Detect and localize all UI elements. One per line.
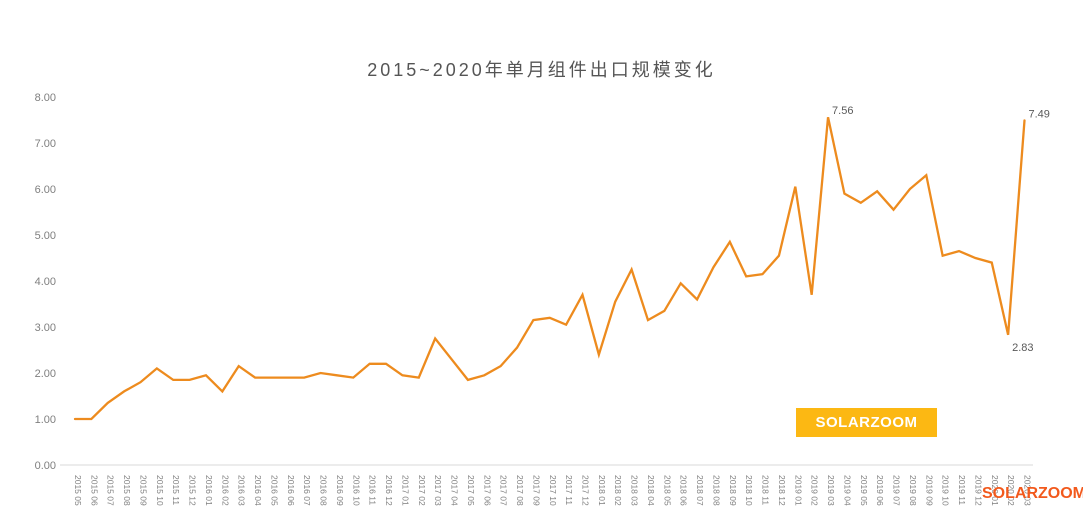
- svg-text:2018 02: 2018 02: [613, 475, 623, 506]
- svg-text:2016 11: 2016 11: [368, 475, 378, 505]
- svg-text:2017 11: 2017 11: [564, 475, 574, 505]
- svg-text:2015 11: 2015 11: [171, 475, 181, 505]
- svg-text:2018 04: 2018 04: [646, 475, 656, 506]
- svg-text:2018 10: 2018 10: [744, 475, 754, 506]
- svg-text:2015 10: 2015 10: [155, 475, 165, 506]
- svg-text:2017 10: 2017 10: [548, 475, 558, 506]
- svg-text:2019 10: 2019 10: [941, 475, 951, 506]
- svg-text:2017 02: 2017 02: [417, 475, 427, 506]
- svg-text:2015 08: 2015 08: [122, 475, 132, 506]
- svg-text:5.00: 5.00: [35, 230, 56, 242]
- svg-text:2018 11: 2018 11: [761, 475, 771, 505]
- svg-text:2019 07: 2019 07: [892, 475, 902, 506]
- svg-text:2017 03: 2017 03: [433, 475, 443, 506]
- svg-text:2016 08: 2016 08: [319, 475, 329, 506]
- svg-text:0.00: 0.00: [35, 460, 56, 472]
- svg-text:2019 01: 2019 01: [793, 475, 803, 506]
- svg-text:2.00: 2.00: [35, 368, 56, 380]
- svg-text:2016 07: 2016 07: [302, 475, 312, 506]
- svg-text:2017 08: 2017 08: [515, 475, 525, 506]
- svg-text:2016 06: 2016 06: [286, 475, 296, 506]
- svg-text:2019 11: 2019 11: [957, 475, 967, 505]
- svg-text:2017 04: 2017 04: [450, 475, 460, 506]
- svg-text:2015 09: 2015 09: [138, 475, 148, 506]
- svg-text:2016 02: 2016 02: [220, 475, 230, 506]
- svg-text:2016 05: 2016 05: [269, 475, 279, 506]
- svg-text:7.56: 7.56: [832, 105, 853, 117]
- svg-text:6.00: 6.00: [35, 184, 56, 196]
- svg-text:2018 08: 2018 08: [711, 475, 721, 506]
- svg-text:2017 05: 2017 05: [466, 475, 476, 506]
- svg-text:2016 03: 2016 03: [237, 475, 247, 506]
- svg-text:2019 06: 2019 06: [875, 475, 885, 506]
- svg-text:2019 05: 2019 05: [859, 475, 869, 506]
- svg-text:2018 06: 2018 06: [679, 475, 689, 506]
- svg-text:2015 06: 2015 06: [89, 475, 99, 506]
- svg-text:2017 07: 2017 07: [499, 475, 509, 506]
- svg-text:4.00: 4.00: [35, 276, 56, 288]
- svg-text:2015 07: 2015 07: [106, 475, 116, 506]
- svg-text:2016 04: 2016 04: [253, 475, 263, 506]
- svg-text:2017 01: 2017 01: [400, 475, 410, 506]
- svg-text:2016 12: 2016 12: [384, 475, 394, 506]
- svg-text:2015 05: 2015 05: [73, 475, 83, 506]
- svg-text:2017 09: 2017 09: [531, 475, 541, 506]
- svg-text:2019 09: 2019 09: [924, 475, 934, 506]
- svg-text:2019 04: 2019 04: [842, 475, 852, 506]
- svg-text:3.00: 3.00: [35, 322, 56, 334]
- svg-text:7.00: 7.00: [35, 138, 56, 150]
- svg-text:2017 12: 2017 12: [580, 475, 590, 506]
- svg-text:2018 03: 2018 03: [630, 475, 640, 506]
- svg-text:7.49: 7.49: [1029, 108, 1050, 120]
- svg-text:2018 09: 2018 09: [728, 475, 738, 506]
- svg-text:2019 03: 2019 03: [826, 475, 836, 506]
- svg-text:2018 01: 2018 01: [597, 475, 607, 506]
- svg-text:2018 07: 2018 07: [695, 475, 705, 506]
- svg-text:2016 09: 2016 09: [335, 475, 345, 506]
- svg-text:2019 08: 2019 08: [908, 475, 918, 506]
- svg-text:2016 01: 2016 01: [204, 475, 214, 506]
- svg-text:2.83: 2.83: [1012, 342, 1033, 354]
- svg-text:2015 12: 2015 12: [188, 475, 198, 506]
- svg-text:2016 10: 2016 10: [351, 475, 361, 506]
- svg-text:2018 12: 2018 12: [777, 475, 787, 506]
- svg-text:1.00: 1.00: [35, 414, 56, 426]
- svg-text:2017 06: 2017 06: [482, 475, 492, 506]
- svg-text:8.00: 8.00: [35, 92, 56, 104]
- svg-text:2019 02: 2019 02: [810, 475, 820, 506]
- svg-text:2018 05: 2018 05: [662, 475, 672, 506]
